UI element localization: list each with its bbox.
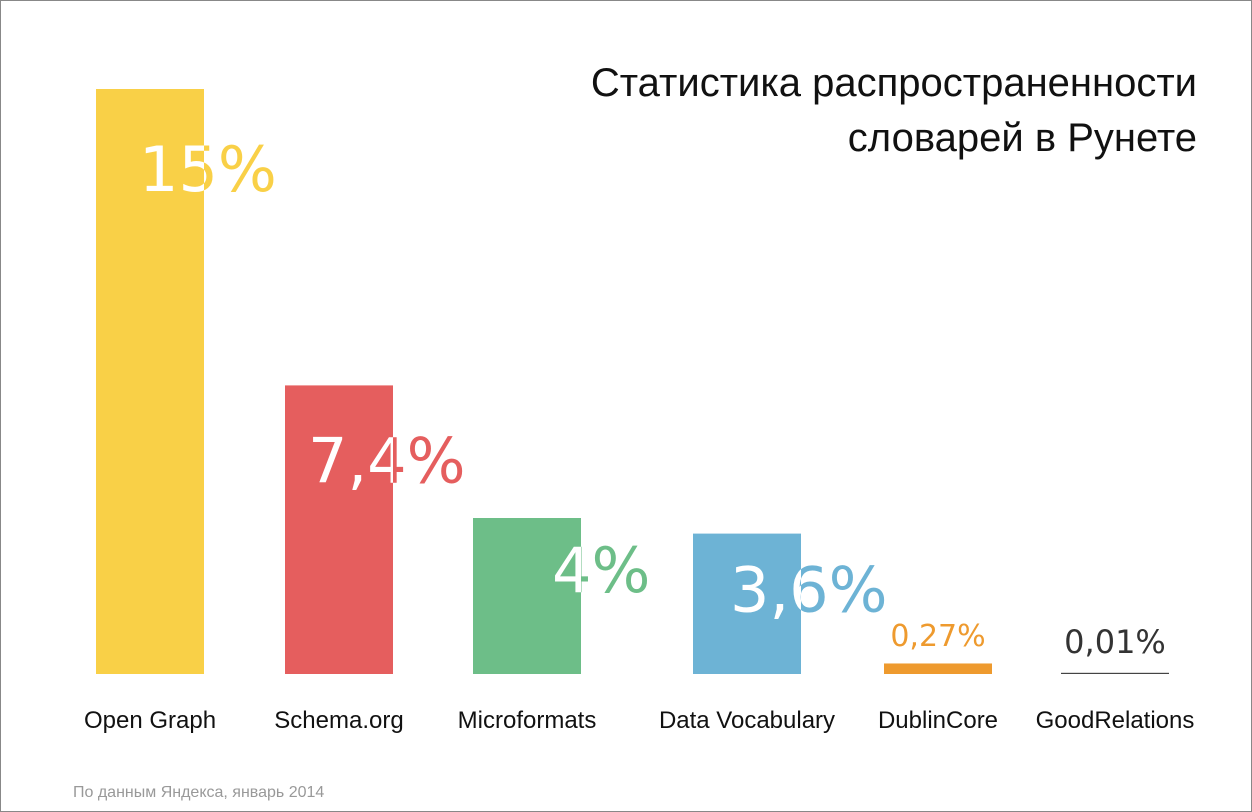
- category-label: Schema.org: [274, 707, 403, 734]
- category-label: Microformats: [458, 707, 597, 734]
- bar-microformats: [473, 518, 581, 674]
- value-label: 4%: [552, 534, 650, 607]
- category-label: Open Graph: [84, 707, 216, 734]
- category-label: GoodRelations: [1036, 707, 1195, 734]
- category-label: Data Vocabulary: [659, 707, 835, 734]
- value-label: 0,27%: [890, 619, 985, 654]
- value-label: 3,6%: [730, 554, 888, 627]
- bar-schemaorg: [285, 385, 393, 674]
- category-label: DublinCore: [878, 707, 998, 734]
- value-label: 15%: [139, 133, 277, 206]
- chart-title-line-2: словарей в Рунете: [848, 116, 1197, 160]
- footnote: По данным Яндекса, январь 2014: [73, 784, 324, 801]
- bar-dublincore: [884, 663, 992, 674]
- value-label: 7,4%: [308, 424, 466, 497]
- value-label: 0,01%: [1064, 623, 1166, 661]
- bar-goodrelations: [1061, 672, 1169, 674]
- chart-title-line-1: Статистика распространенности: [591, 61, 1197, 105]
- bar-opengraph: [96, 89, 204, 674]
- bar-datavocabulary: [693, 533, 801, 674]
